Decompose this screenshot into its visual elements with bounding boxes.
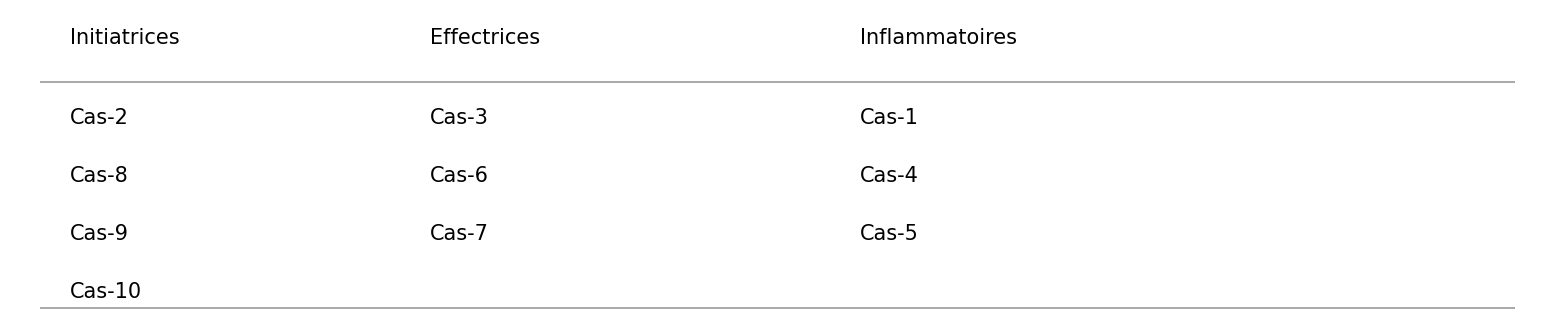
Text: Cas-2: Cas-2 bbox=[70, 108, 129, 128]
Text: Cas-10: Cas-10 bbox=[70, 282, 142, 302]
Text: Cas-3: Cas-3 bbox=[431, 108, 488, 128]
Text: Inflammatoires: Inflammatoires bbox=[860, 28, 1017, 48]
Text: Cas-7: Cas-7 bbox=[431, 224, 488, 244]
Text: Cas-4: Cas-4 bbox=[860, 166, 919, 186]
Text: Cas-9: Cas-9 bbox=[70, 224, 129, 244]
Text: Cas-8: Cas-8 bbox=[70, 166, 129, 186]
Text: Cas-5: Cas-5 bbox=[860, 224, 919, 244]
Text: Cas-1: Cas-1 bbox=[860, 108, 919, 128]
Text: Effectrices: Effectrices bbox=[431, 28, 540, 48]
Text: Cas-6: Cas-6 bbox=[431, 166, 488, 186]
Text: Initiatrices: Initiatrices bbox=[70, 28, 180, 48]
